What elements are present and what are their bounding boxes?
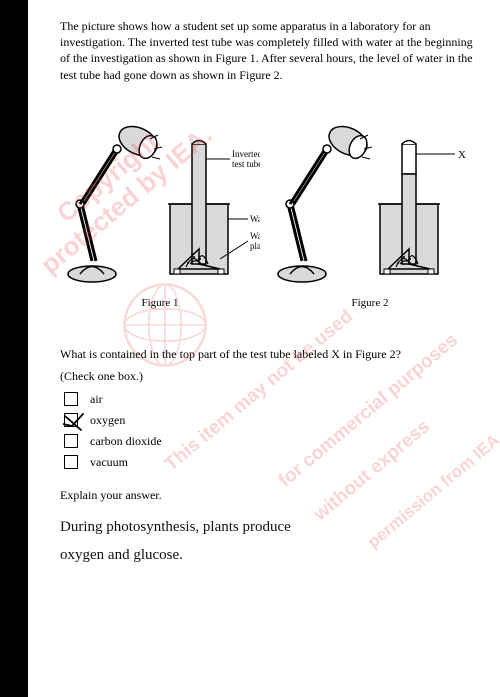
figure-1-svg: Inverted test tube Water Water plant (60, 109, 260, 289)
option-label: carbon dioxide (90, 434, 162, 449)
figures-area: Inverted test tube Water Water plant Fig… (60, 109, 480, 329)
checkbox-icon[interactable] (64, 392, 78, 406)
instruction-text: (Check one box.) (60, 369, 480, 384)
label-inverted: Inverted (232, 149, 260, 159)
handwritten-answer: During photosynthesis, plants produceoxy… (60, 513, 480, 570)
explain-label: Explain your answer. (60, 488, 480, 503)
checkbox-icon[interactable] (64, 413, 78, 427)
figure-2: X Figure 2 (270, 109, 470, 309)
label-x: X (458, 149, 466, 161)
figure-2-svg: X (270, 109, 470, 289)
label-water: Water (250, 214, 260, 224)
intro-paragraph: The picture shows how a student set up s… (60, 18, 480, 83)
page-spine (0, 0, 28, 697)
option-air[interactable]: air (64, 392, 480, 407)
option-label: vacuum (90, 455, 128, 470)
page-content: The picture shows how a student set up s… (60, 18, 480, 570)
svg-text:test tube: test tube (232, 159, 260, 169)
option-label: air (90, 392, 103, 407)
figure-1-caption: Figure 1 (60, 297, 260, 309)
option-label: oxygen (90, 413, 125, 428)
option-carbon-dioxide[interactable]: carbon dioxide (64, 434, 480, 449)
svg-text:plant: plant (250, 241, 260, 251)
option-vacuum[interactable]: vacuum (64, 455, 480, 470)
question-text: What is contained in the top part of the… (60, 345, 480, 363)
check-mark-icon (63, 412, 85, 434)
figure-2-caption: Figure 2 (270, 297, 470, 309)
options-group: air oxygen carbon dioxide vacuum (64, 392, 480, 470)
checkbox-icon[interactable] (64, 434, 78, 448)
figure-1: Inverted test tube Water Water plant Fig… (60, 109, 260, 309)
checkbox-icon[interactable] (64, 455, 78, 469)
label-plant: Water (250, 231, 260, 241)
option-oxygen[interactable]: oxygen (64, 413, 480, 428)
